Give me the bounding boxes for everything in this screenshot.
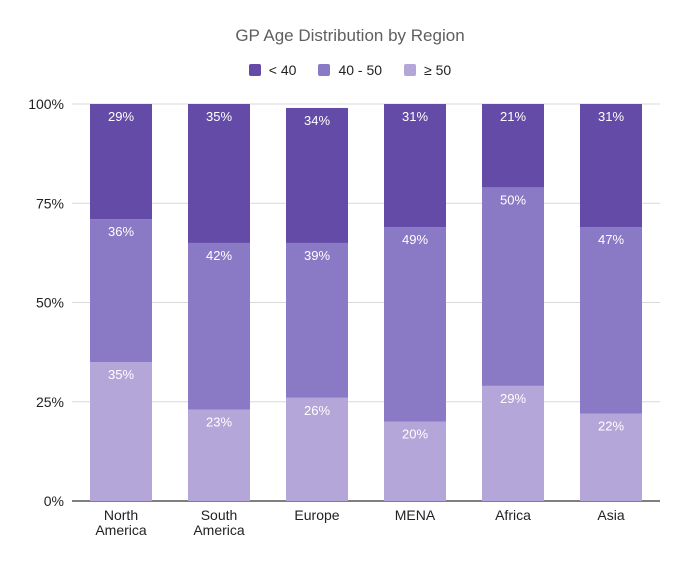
x-tick-label: America bbox=[95, 522, 147, 538]
x-tick-label: Europe bbox=[294, 507, 339, 523]
x-tick-label: MENA bbox=[395, 507, 436, 523]
bar-segment[interactable] bbox=[384, 421, 446, 501]
data-label: 31% bbox=[402, 109, 428, 124]
bar-segment[interactable] bbox=[482, 104, 544, 188]
y-tick-label: 75% bbox=[36, 195, 64, 211]
data-label: 29% bbox=[500, 391, 526, 406]
bar-segment[interactable] bbox=[286, 397, 348, 501]
bar-segment[interactable] bbox=[90, 219, 152, 363]
bar-segment[interactable] bbox=[580, 413, 642, 501]
data-label: 47% bbox=[598, 232, 624, 247]
bar-segment[interactable] bbox=[384, 104, 446, 228]
bar-segment[interactable] bbox=[188, 242, 250, 410]
data-label: 35% bbox=[108, 367, 134, 382]
legend-item-2[interactable]: ≥ 50 bbox=[404, 62, 451, 78]
x-tick-label: Asia bbox=[597, 507, 624, 523]
bar-segment[interactable] bbox=[188, 104, 250, 243]
data-label: 34% bbox=[304, 113, 330, 128]
bar-segment[interactable] bbox=[482, 385, 544, 501]
bar-segment[interactable] bbox=[580, 104, 642, 228]
chart-title: GP Age Distribution by Region bbox=[235, 26, 465, 45]
legend-label: 40 - 50 bbox=[338, 62, 383, 78]
legend-item-0[interactable]: < 40 bbox=[248, 62, 297, 78]
y-tick-label: 0% bbox=[44, 493, 64, 509]
data-label: 36% bbox=[108, 224, 134, 239]
bar-segment[interactable] bbox=[90, 104, 152, 220]
data-label: 39% bbox=[304, 248, 330, 263]
y-tick-label: 100% bbox=[28, 96, 64, 112]
bar-segment[interactable] bbox=[90, 362, 152, 501]
data-label: 23% bbox=[206, 415, 232, 430]
legend-label: ≥ 50 bbox=[424, 62, 452, 78]
legend-item-1[interactable]: 40 - 50 bbox=[318, 62, 382, 78]
data-label: 31% bbox=[598, 109, 624, 124]
data-label: 50% bbox=[500, 192, 526, 207]
data-label: 35% bbox=[206, 109, 232, 124]
legend-swatch bbox=[404, 64, 417, 76]
x-tick-label: North bbox=[104, 507, 138, 523]
bar-segment[interactable] bbox=[188, 409, 250, 501]
legend-label: < 40 bbox=[268, 62, 297, 78]
y-tick-label: 25% bbox=[36, 394, 64, 410]
bar-segment[interactable] bbox=[580, 227, 642, 414]
data-label: 21% bbox=[500, 109, 526, 124]
data-label: 49% bbox=[402, 232, 428, 247]
legend-swatch bbox=[318, 64, 331, 76]
x-tick-label: America bbox=[193, 522, 245, 538]
bar-segment[interactable] bbox=[482, 187, 544, 386]
data-label: 26% bbox=[304, 403, 330, 418]
y-tick-label: 50% bbox=[36, 295, 64, 311]
bar-segment[interactable] bbox=[286, 107, 348, 243]
x-tick-label: South bbox=[201, 507, 238, 523]
data-label: 29% bbox=[108, 109, 134, 124]
legend-swatch bbox=[248, 64, 261, 76]
data-label: 20% bbox=[402, 427, 428, 442]
bar-segment[interactable] bbox=[286, 242, 348, 398]
x-tick-label: Africa bbox=[495, 507, 531, 523]
bar-segment[interactable] bbox=[384, 227, 446, 422]
data-label: 22% bbox=[598, 419, 624, 434]
legend: < 40 40 - 50 ≥ 50 bbox=[0, 62, 700, 78]
data-label: 42% bbox=[206, 248, 232, 263]
